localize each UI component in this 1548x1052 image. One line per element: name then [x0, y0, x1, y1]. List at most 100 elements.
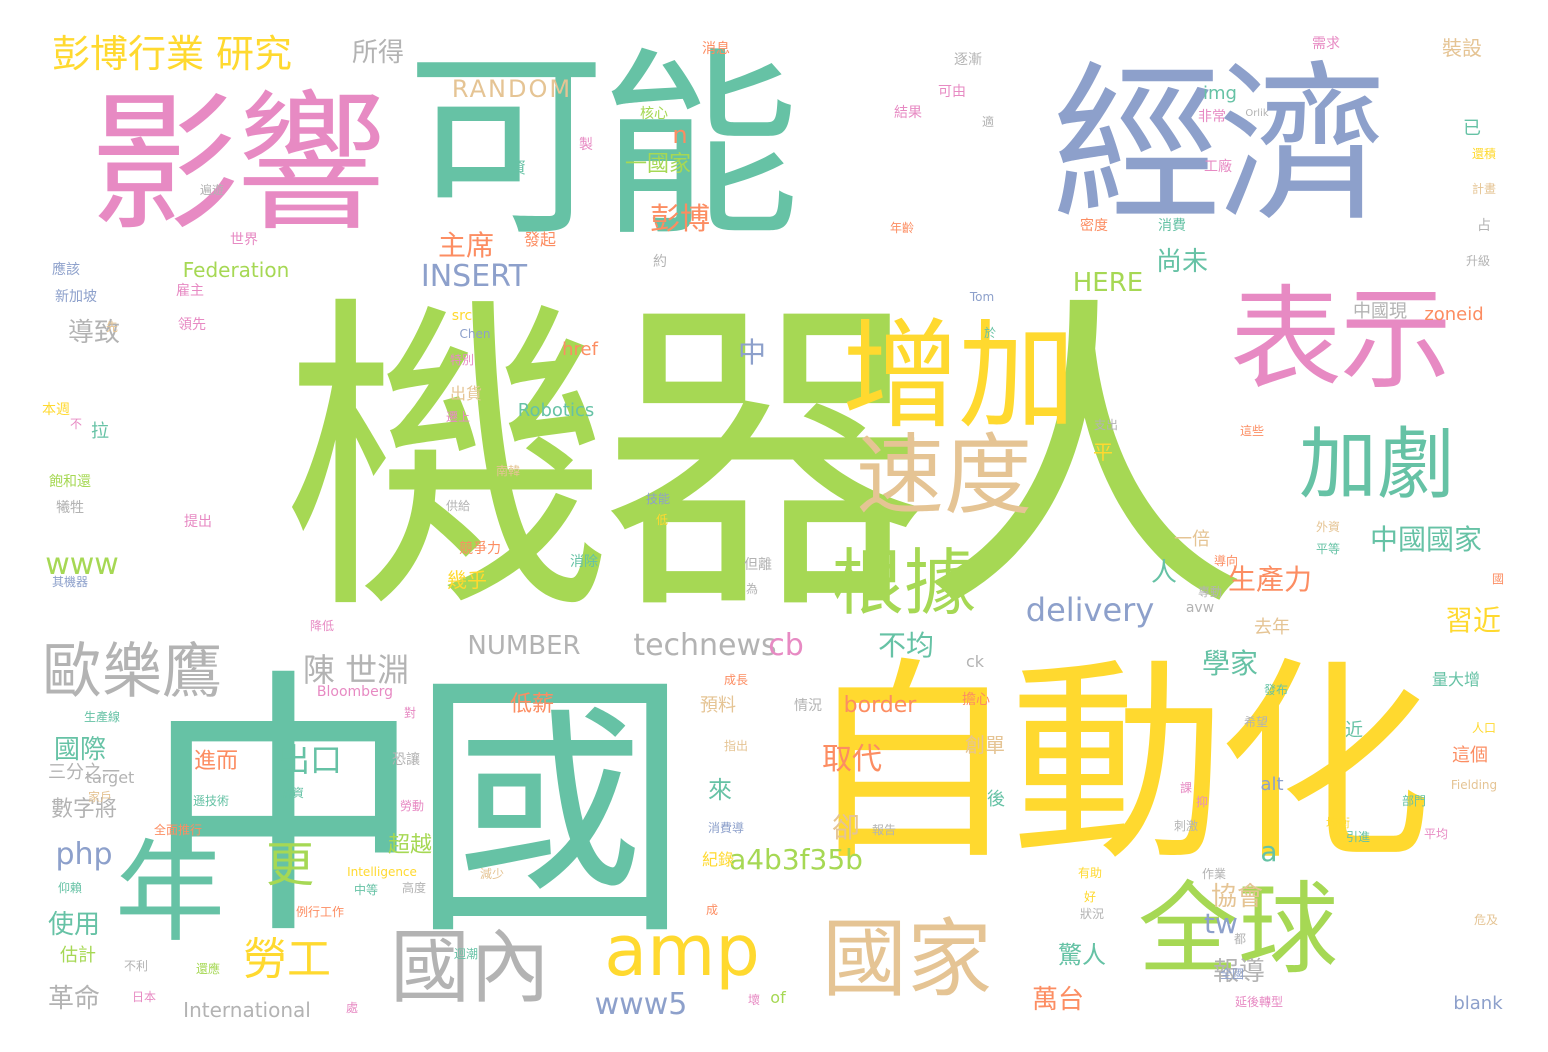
word-47: 習近 [1444, 604, 1502, 637]
word-81: blank [1453, 993, 1503, 1014]
word-19: 勞工 [243, 934, 331, 985]
word-37: 一國家 [624, 152, 692, 177]
word-146: 情況 [794, 698, 822, 714]
word-129: 競爭力 [459, 541, 501, 557]
word-184: 遷上 [445, 410, 471, 424]
word-56: 來 [708, 776, 732, 804]
word-177: 降低 [309, 619, 335, 633]
word-75: 紀錄 [701, 850, 735, 869]
word-126: 其機器 [51, 575, 89, 589]
word-95: 拉 [91, 421, 109, 442]
word-90: Tom [969, 290, 995, 304]
word-67: 國際 [53, 735, 107, 765]
word-131: 但離 [744, 557, 772, 573]
word-159: 減少 [479, 867, 505, 881]
word-97: 這個 [1452, 745, 1488, 766]
word-105: 核心 [640, 106, 668, 122]
word-11: 根據 [831, 541, 977, 625]
word-102: 消息 [702, 41, 730, 57]
word-54: 取代 [822, 742, 882, 777]
word-23: 中 [737, 336, 767, 369]
word-50: 協會 [1210, 882, 1264, 912]
word-112: 密度 [1080, 218, 1108, 234]
word-182: 占 [1477, 218, 1491, 234]
word-26: INSERT [420, 259, 528, 294]
word-39: HERE [1072, 268, 1144, 298]
word-138: 導向 [1213, 554, 1239, 568]
word-21: 陳 世淵 [302, 651, 410, 689]
word-30: NUMBER [467, 631, 581, 661]
word-80: International [183, 998, 311, 1022]
word-174: 不利 [123, 959, 149, 973]
word-79: 三分之一 [48, 762, 120, 783]
word-172: 日本 [131, 990, 157, 1004]
word-98: 量大增 [1431, 670, 1481, 689]
word-135: 南韓 [495, 464, 521, 478]
word-186: 先 [105, 320, 119, 334]
word-109: 工廠 [1204, 159, 1232, 175]
word-41: Robotics [517, 400, 595, 421]
word-57: 超越 [387, 833, 433, 858]
word-164: 作業 [1201, 867, 1227, 881]
word-140: 平等 [1315, 542, 1341, 556]
word-173: 還應 [195, 962, 221, 976]
word-120: 雇主 [176, 283, 204, 299]
word-176: 家戶 [87, 790, 113, 804]
word-117: 世界 [230, 232, 258, 248]
word-36: 彭博 [650, 202, 710, 237]
word-10: 加劇 [1298, 420, 1456, 510]
word-114: 年齡 [889, 221, 915, 235]
word-101: 已 [1463, 118, 1481, 139]
word-122: 本週 [42, 402, 70, 418]
word-61: 人 [1150, 558, 1178, 588]
word-71: 所得 [351, 38, 405, 68]
word-100: 近 [1345, 720, 1363, 741]
word-2: 可能 [405, 31, 800, 264]
word-1: 機器人 [283, 270, 1249, 654]
word-9: 速度 [855, 424, 1033, 527]
word-158: 例行工作 [295, 905, 345, 919]
word-87: Chen [459, 327, 491, 341]
word-107: 結果 [894, 105, 922, 121]
word-193: 引進 [1345, 830, 1371, 844]
word-59: 驚人 [1058, 941, 1106, 969]
word-168: 全國 [1219, 967, 1245, 981]
word-124: 飽和還 [49, 474, 91, 490]
word-64: 一倍 [1174, 529, 1210, 550]
word-94: 估計 [60, 945, 96, 966]
word-137: 支出 [1093, 418, 1119, 432]
word-111: 製 [579, 137, 593, 153]
word-170: 壞 [747, 993, 761, 1007]
word-104: 需求 [1312, 36, 1340, 52]
word-148: 指出 [723, 739, 749, 753]
word-65: 去年 [1254, 617, 1290, 638]
word-52: a [1260, 835, 1278, 868]
word-187: 遍遊 [199, 183, 225, 197]
word-55: 卻 [831, 811, 861, 844]
word-144: 希望 [1243, 715, 1269, 729]
word-151: 勞動 [399, 799, 425, 813]
word-115: 發起 [523, 230, 557, 249]
word-197: 專動 [1197, 585, 1223, 599]
word-86: src [451, 308, 473, 324]
word-133: 技能 [645, 492, 671, 506]
word-29: technews [633, 628, 777, 663]
word-91: Intelligence [347, 865, 417, 879]
word-136: 這些 [1239, 424, 1265, 438]
word-42: href [562, 339, 598, 360]
word-8: 表示 [1230, 275, 1452, 405]
word-7: 增加 [841, 307, 1076, 445]
word-103: 逐漸 [954, 52, 982, 68]
word-18: 彭博行業 研究 [51, 32, 293, 76]
word-49: 報導 [1212, 957, 1266, 987]
word-32: a4b3f35b [729, 843, 863, 876]
word-62: 幾乎 [447, 568, 487, 592]
word-70: 革命 [47, 984, 101, 1014]
word-154: 全面推行 [153, 823, 203, 837]
word-106: 可由 [938, 84, 966, 100]
word-156: 中等 [353, 883, 379, 897]
word-165: 狀況 [1079, 907, 1105, 921]
word-12: 全球 [1138, 871, 1338, 988]
word-147: 成長 [723, 673, 749, 687]
